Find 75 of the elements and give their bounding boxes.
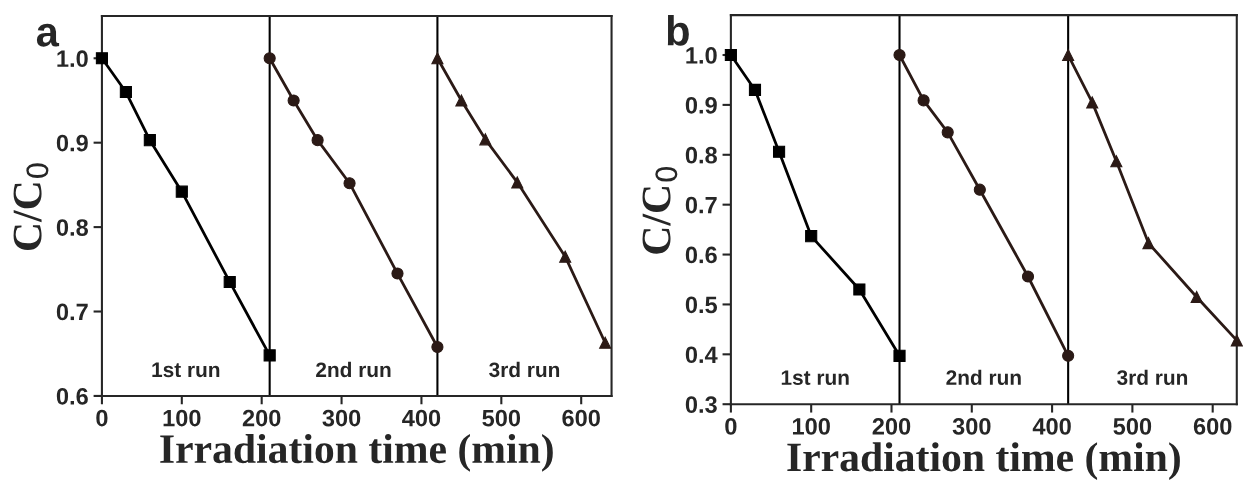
point <box>748 83 762 96</box>
x-tick-label: 500 <box>1113 418 1152 435</box>
x-axis-title: Irradiation time (min) <box>160 433 553 472</box>
point <box>1021 270 1035 283</box>
point <box>941 126 954 139</box>
y-tick-label: 1.0 <box>57 50 88 68</box>
point <box>263 52 276 65</box>
point <box>119 85 132 99</box>
chart-title: a <box>36 23 60 47</box>
y-tick-label: 0.4 <box>685 346 718 364</box>
annotation: 1st run <box>152 362 220 378</box>
point <box>223 275 236 289</box>
x-tick-label: 200 <box>872 418 911 435</box>
point <box>1062 48 1075 62</box>
y-tick-label: 0.8 <box>685 146 717 164</box>
point <box>263 349 276 362</box>
annotation: 3rd run <box>1117 369 1188 385</box>
x-tick-label: 0 <box>96 409 108 427</box>
point <box>772 145 786 158</box>
x-tick-label: 400 <box>1032 418 1071 435</box>
y-axis-title: C/C$_{0}$ <box>13 163 49 250</box>
annotation: 1st run <box>781 370 849 385</box>
x-tick-label: 600 <box>562 409 600 427</box>
annotation: 3rd run <box>489 361 560 378</box>
y-tick-label: 0.8 <box>56 219 89 236</box>
point <box>1230 334 1243 347</box>
x-tick-label: 200 <box>242 409 281 427</box>
point <box>917 94 930 107</box>
x-tick-label: 0 <box>725 418 737 435</box>
point <box>973 183 986 196</box>
x-tick-label: 100 <box>163 409 201 427</box>
point <box>599 336 612 349</box>
x-tick-label: 100 <box>792 418 830 435</box>
point <box>1142 237 1155 250</box>
y-axis-title: C/C$_{0}$ <box>642 166 678 254</box>
chart-title: b <box>667 15 689 46</box>
point <box>287 94 300 107</box>
point <box>893 48 906 62</box>
y-tick-label: 0.9 <box>685 96 717 114</box>
x-tick-label: 500 <box>482 409 521 427</box>
point <box>853 283 866 296</box>
point <box>343 177 356 190</box>
x-tick-label: 600 <box>1193 418 1232 435</box>
point <box>511 176 524 189</box>
point <box>1086 96 1099 109</box>
y-tick-label: 0.6 <box>685 246 717 264</box>
point <box>724 48 737 62</box>
point <box>431 340 444 354</box>
annotation: 2nd run <box>316 361 391 378</box>
point <box>479 133 492 146</box>
annotation: 2nd run <box>946 369 1021 385</box>
point <box>1062 349 1075 362</box>
point <box>95 52 108 65</box>
point <box>431 52 444 65</box>
x-tick-label: 300 <box>952 418 991 435</box>
point <box>391 267 404 280</box>
y-tick-label: 0.7 <box>56 303 88 321</box>
point <box>805 230 818 243</box>
y-tick-label: 0.6 <box>56 388 88 405</box>
point <box>1110 155 1123 168</box>
point <box>893 349 906 362</box>
point <box>175 185 188 198</box>
y-tick-label: 0.5 <box>685 296 718 314</box>
y-tick-label: 0.3 <box>685 396 717 414</box>
x-tick-label: 400 <box>402 409 441 427</box>
x-axis-title: Irradiation time (min) <box>787 442 1180 480</box>
point <box>143 134 156 147</box>
y-tick-label: 0.9 <box>56 134 88 152</box>
y-tick-label: 0.7 <box>685 196 717 214</box>
point <box>455 94 468 107</box>
point <box>1190 290 1203 304</box>
y-tick-label: 1.0 <box>686 47 717 64</box>
x-tick-label: 300 <box>322 409 361 427</box>
point <box>311 134 324 147</box>
point <box>559 250 572 263</box>
